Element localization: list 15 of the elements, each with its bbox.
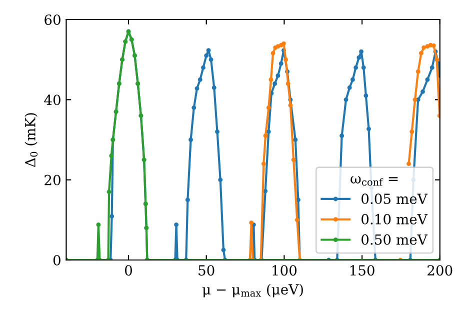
y-tick-label: 40 — [44, 94, 60, 106]
y-tick-label: 0 — [53, 254, 60, 266]
x-tick-label: 0 — [124, 265, 132, 276]
legend-title: ω$_{conf}$ = — [350, 176, 398, 186]
legend-label: 0.10 meV — [362, 214, 428, 224]
y-tick-label: 60 — [44, 14, 60, 25]
x-tick-label: 150 — [350, 265, 374, 276]
legend-label: 0.50 meV — [362, 234, 428, 245]
y-tick-label: 20 — [44, 174, 60, 186]
legend-label: 0.05 meV — [362, 194, 428, 204]
x-tick-label: 50 — [198, 265, 214, 276]
x-tick-label: 200 — [428, 265, 452, 276]
y-axis-title: Δ$_{0}$ (mK) — [24, 113, 38, 167]
x-tick-label: 100 — [272, 265, 297, 276]
x-axis-title: μ − μ$_{max}$ (μeV) — [202, 284, 303, 298]
